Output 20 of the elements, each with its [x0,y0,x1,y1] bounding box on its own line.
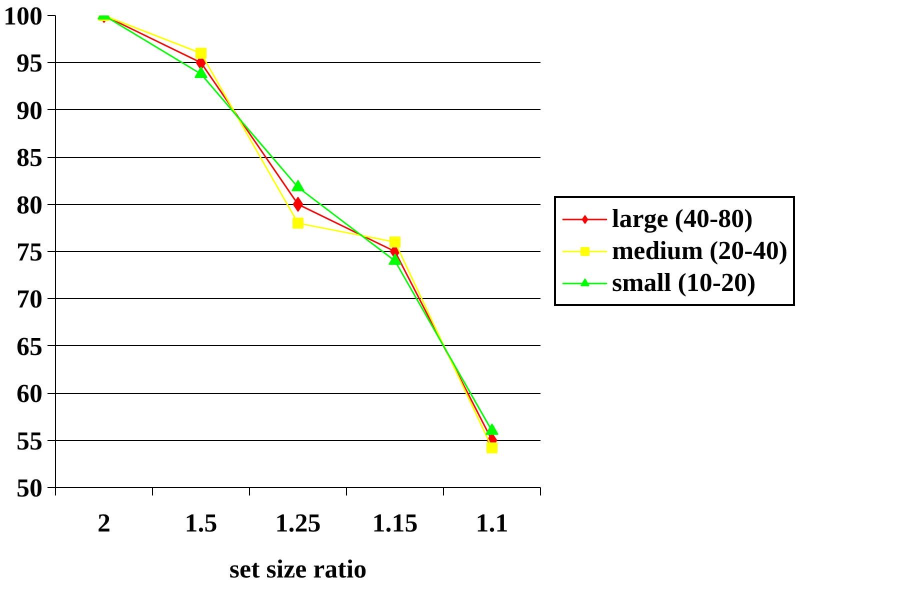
y-tick-label: 80 [16,190,42,220]
y-tick-label: 85 [16,143,42,172]
legend-label: large (40-80) [612,204,753,234]
y-tick-label: 75 [16,238,42,266]
y-tick-label: 95 [16,48,42,78]
legend-label: medium (20-40) [612,236,788,266]
y-tick-label: 50 [16,474,42,502]
x-tick-label: 2 [98,508,110,538]
x-axis-title: set size ratio [229,554,367,584]
y-tick-label: 70 [16,284,42,314]
y-tick-label: 60 [16,379,42,408]
x-tick-label: 1.15 [372,508,418,538]
y-tick-label: 90 [16,96,42,125]
y-tick-label: 100 [4,2,42,30]
legend-label: small (10-20) [612,268,756,298]
x-tick-label: 1.5 [184,508,218,538]
y-tick-label: 65 [16,332,42,361]
x-tick-label: 1.25 [275,508,321,538]
y-tick-label: 55 [16,426,42,456]
x-tick-label: 1.1 [476,508,508,538]
